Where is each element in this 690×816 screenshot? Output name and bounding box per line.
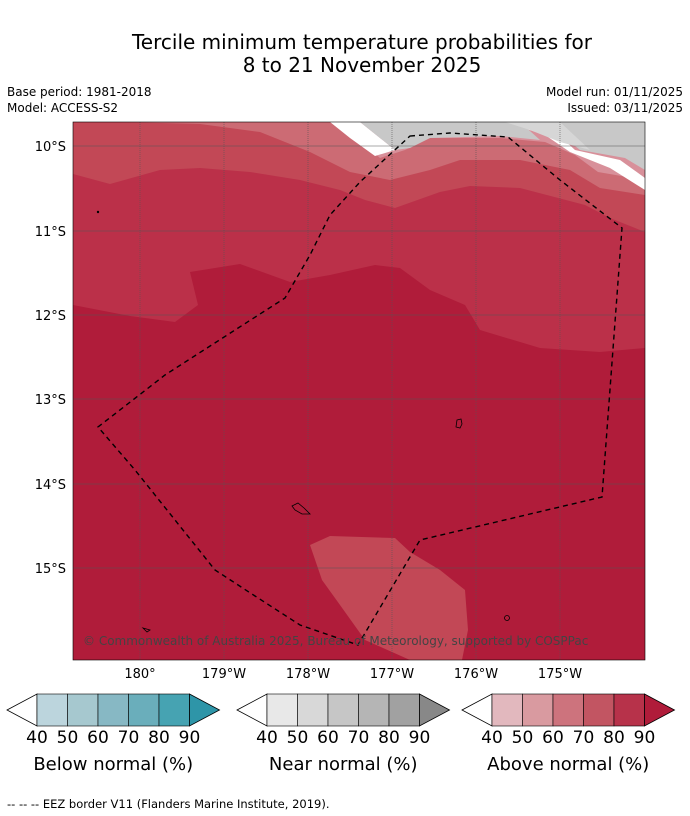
model-name: Model: ACCESS-S2	[7, 101, 119, 115]
base-period: Base period: 1981-2018	[7, 85, 152, 99]
colorbars: 40 50 60 70 80 90 Below normal (%) 40 50 60 70 80 90…	[6, 693, 676, 775]
colorbar-tick-label: 60	[87, 728, 109, 748]
colorbar-tick-label: 40	[26, 728, 48, 748]
eez-footnote: -- -- -- EEZ border V11 (Flanders Marine…	[7, 797, 330, 811]
colorbar-title: Above normal (%)	[487, 754, 649, 775]
probability-fill	[73, 122, 645, 660]
issued-date: Issued: 03/11/2025	[567, 101, 683, 115]
lon-label: 178°W	[286, 667, 330, 682]
colorbar-tick-label: 60	[542, 728, 564, 748]
lat-label: 13°S	[35, 393, 66, 408]
colorbar-tick-label: 70	[573, 728, 595, 748]
lon-label: 177°W	[370, 667, 414, 682]
island-b	[291, 502, 311, 515]
colorbar-tick-label: 90	[409, 728, 431, 748]
meta-left: Base period: 1981-2018 Model: ACCESS-S2	[7, 84, 152, 116]
lon-label: 175°W	[538, 667, 582, 682]
lat-label: 10°S	[35, 140, 66, 155]
colorbar-segment	[388, 693, 420, 727]
band-neutral	[330, 122, 645, 190]
copyright-notice: © Commonwealth of Australia 2025, Bureau…	[83, 634, 588, 648]
band-above-60	[73, 122, 645, 195]
colorbar-tick-label: 50	[287, 728, 309, 748]
colorbar-near: 40 50 60 70 80 90 Near normal (%)	[236, 693, 451, 775]
title-line-1: Tercile minimum temperature probabilitie…	[131, 30, 593, 54]
colorbar-tick-label: 50	[57, 728, 79, 748]
colorbar-tick-label: 90	[634, 728, 656, 748]
colorbar-tick-label: 90	[179, 728, 201, 748]
lat-labels: 10°S 11°S 12°S 13°S 14°S 15°S	[35, 140, 66, 577]
lat-label: 15°S	[35, 562, 66, 577]
colorbar-left-arrow	[6, 693, 38, 727]
colorbar-segment	[613, 693, 645, 727]
colorbar-tick-label: 80	[378, 728, 400, 748]
grid-lat	[73, 145, 645, 569]
colorbar-segment	[266, 693, 298, 727]
colorbar-segment	[67, 693, 99, 727]
band-above-patch	[310, 536, 468, 660]
colorbar-left-arrow	[236, 693, 268, 727]
colorbar-segment	[552, 693, 584, 727]
model-run: Model run: 01/11/2025	[545, 85, 683, 99]
colorbar-tick-label: 80	[148, 728, 170, 748]
colorbar-segment	[297, 693, 329, 727]
colorbar-segment	[583, 693, 615, 727]
colorbar-segment	[158, 693, 190, 727]
colorbar-tick-label: 60	[317, 728, 339, 748]
colorbar-segment	[327, 693, 359, 727]
colorbar-tick-label: 40	[481, 728, 503, 748]
islands	[96, 210, 510, 633]
colorbar-right-arrow	[189, 693, 221, 727]
lon-labels: 180° 179°W 178°W 177°W 176°W 175°W	[124, 667, 582, 682]
colorbar-segment	[36, 693, 68, 727]
colorbar-tick-label: 80	[603, 728, 625, 748]
colorbar-segment	[522, 693, 554, 727]
colorbar-title: Near normal (%)	[269, 754, 418, 775]
colorbar-segment	[358, 693, 390, 727]
colorbar-right-arrow	[419, 693, 451, 727]
grid	[139, 122, 561, 660]
colorbar-tick-label: 70	[348, 728, 370, 748]
island-e	[96, 210, 100, 214]
colorbar-segment	[491, 693, 523, 727]
plot-frame	[72, 121, 646, 661]
colorbar-above: 40 50 60 70 80 90 Above normal (%)	[461, 693, 676, 775]
island-a	[455, 418, 463, 429]
eez-border	[96, 132, 623, 646]
lon-label: 176°W	[454, 667, 498, 682]
lat-label: 14°S	[35, 478, 66, 493]
lat-label: 12°S	[35, 309, 66, 324]
colorbar-title: Below normal (%)	[33, 754, 193, 775]
map-title: Tercile minimum temperature probabilitie…	[0, 31, 690, 77]
island-c	[504, 615, 510, 621]
colorbar-tick-label: 40	[256, 728, 278, 748]
colorbar-right-arrow	[644, 693, 676, 727]
lat-label: 11°S	[35, 225, 66, 240]
colorbar-segment	[97, 693, 129, 727]
lon-label: 180°	[124, 667, 155, 682]
title-line-2: 8 to 21 November 2025	[242, 53, 482, 77]
island-d	[141, 627, 151, 633]
lon-label: 179°W	[202, 667, 246, 682]
band-near-normal-light	[505, 122, 590, 150]
colorbar-tick-label: 50	[512, 728, 534, 748]
meta-right: Model run: 01/11/2025 Issued: 03/11/2025	[546, 84, 683, 116]
colorbar-segment	[128, 693, 160, 727]
colorbar-left-arrow	[461, 693, 493, 727]
colorbar-below: 40 50 60 70 80 90 Below normal (%)	[6, 693, 221, 775]
colorbar-tick-label: 70	[118, 728, 140, 748]
